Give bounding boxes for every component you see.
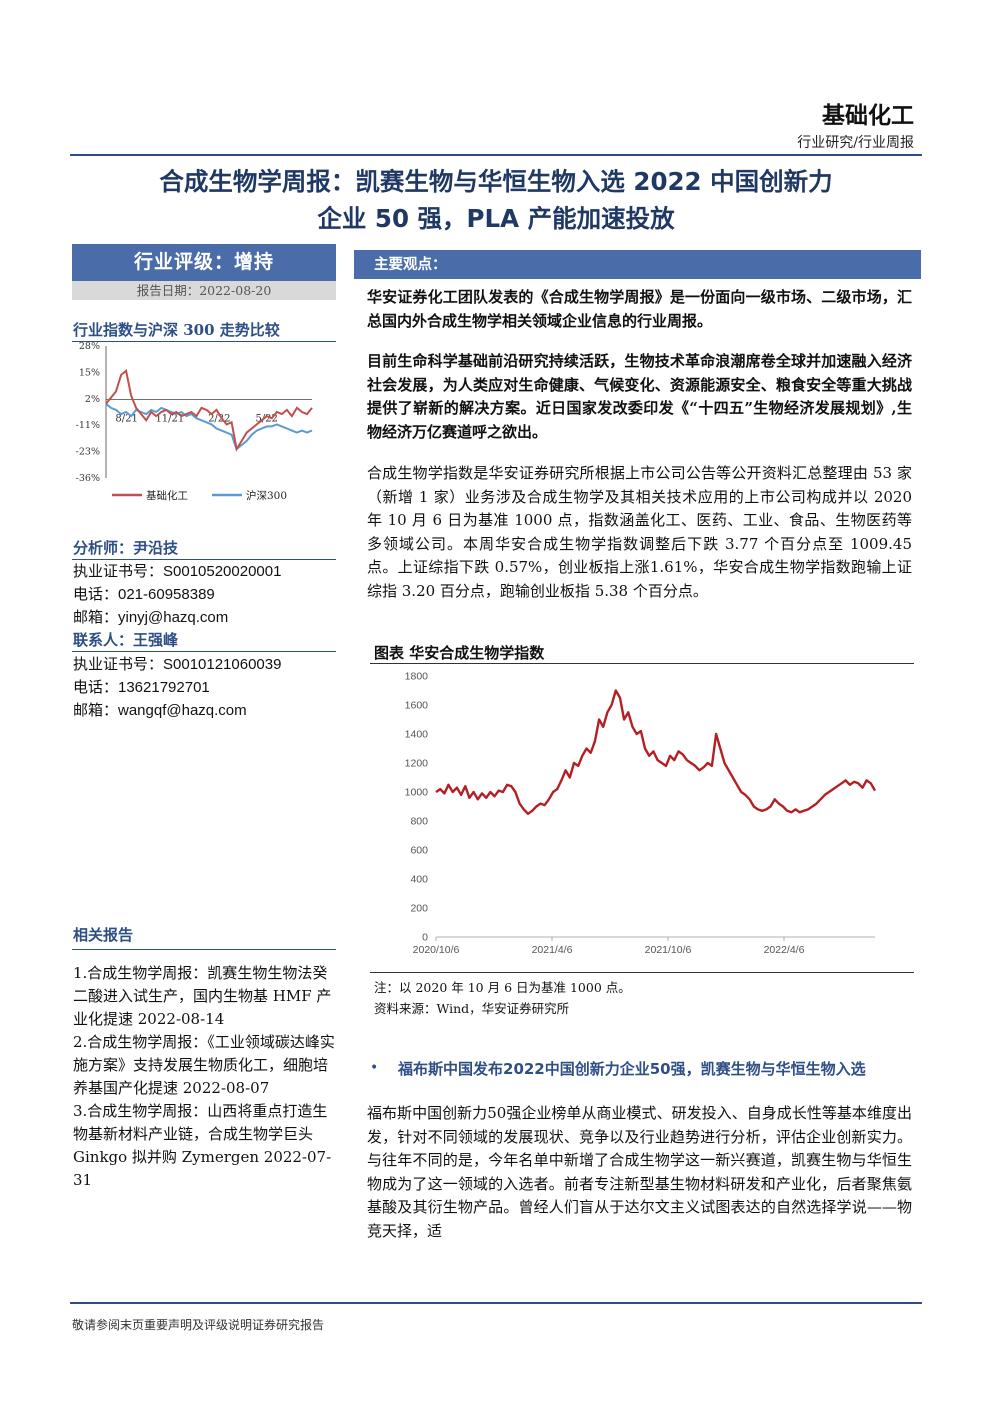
report-title: 合成生物学周报：凯赛生物与华恒生物入选 2022 中国创新力 企业 50 强，P… xyxy=(70,163,922,237)
bullet-icon: • xyxy=(370,1060,379,1076)
y-tick-label: 1600 xyxy=(405,700,429,712)
x-tick-label: 2020/10/6 xyxy=(413,944,460,956)
header-divider xyxy=(70,154,922,156)
contact-heading: 联系人：王强峰 xyxy=(73,631,179,649)
analyst-heading: 分析师：尹沿技 xyxy=(73,539,179,557)
index-summary-paragraph: 合成生物学指数是华安证券研究所根据上市公司公告等公开资料汇总整理由 53 家（新… xyxy=(367,464,912,600)
sidebar-divider xyxy=(72,341,336,342)
legend-label: 基础化工 xyxy=(146,489,188,502)
y-tick-label: 1800 xyxy=(405,671,429,683)
x-tick-label: 11/21 xyxy=(155,414,184,425)
related-report-item[interactable]: 1.合成生物学周报：凯赛生物生物法癸二酸进入试生产，国内生物基 HMF 产业化提… xyxy=(73,964,332,1028)
x-tick-label: 5/22 xyxy=(255,414,277,425)
y-tick-label: 200 xyxy=(410,903,428,915)
y-tick-label: 15% xyxy=(79,367,100,378)
index-line xyxy=(435,689,877,815)
index-comparison-heading: 行业指数与沪深 300 走势比较 xyxy=(73,321,280,339)
y-tick-label: 600 xyxy=(410,845,428,857)
sidebar-divider xyxy=(72,651,336,652)
sidebar-divider xyxy=(72,949,336,950)
y-tick-label: 28% xyxy=(79,341,100,352)
related-report-item[interactable]: 3.合成生物学周报：山西将重点打造生物基新材料产业链，合成生物学巨头 Ginkg… xyxy=(73,1102,332,1189)
y-tick-label: -23% xyxy=(76,447,100,458)
y-tick-label: 1000 xyxy=(405,787,429,799)
legend-label: 沪深300 xyxy=(246,489,287,502)
y-tick-label: 400 xyxy=(410,874,428,886)
report-title-line1: 合成生物学周报：凯赛生物与华恒生物入选 2022 中国创新力 xyxy=(159,167,833,196)
figure-title: 图表 华安合成生物学指数 xyxy=(374,644,545,662)
figure-source: 资料来源：Wind，华安证券研究所 xyxy=(374,1001,570,1016)
main-points-bar: 主要观点： xyxy=(354,250,921,279)
contact-phone: 电话：13621792701 xyxy=(73,679,210,696)
x-tick-label: 2/22 xyxy=(208,414,230,425)
industry-rating: 行业评级：增持 xyxy=(72,244,336,281)
intro-paragraph: 华安证券化工团队发表的《合成生物学周报》是一份面向一级市场、二级市场，汇总国内外… xyxy=(367,288,912,330)
figure-note: 注：以 2020 年 10 月 6 日为基准 1000 点。 xyxy=(374,980,631,995)
y-tick-label: 2% xyxy=(85,394,100,405)
figure-top-rule xyxy=(370,663,914,664)
index-comparison-chart: 28% 15% 2% -11% -23% -36% 8/21 11/21 2/22 5/22 基础化… xyxy=(76,341,313,502)
footer-disclaimer: 敬请参阅末页重要声明及评级说明证券研究报告 xyxy=(72,1318,325,1332)
analyst-phone: 电话：021-60958389 xyxy=(73,586,215,603)
analyst-cert: 执业证书号：S0010520020001 xyxy=(73,563,282,580)
y-tick-label: 1200 xyxy=(405,758,429,770)
related-reports-list: 1.合成生物学周报：凯赛生物生物法癸二酸进入试生产，国内生物基 HMF 产业化提… xyxy=(73,962,339,1192)
series-line-hs300 xyxy=(105,403,313,451)
analyst-contact: 执业证书号：S0010520020001 电话：021-60958389 邮箱：… xyxy=(73,560,339,629)
related-report-item[interactable]: 2.合成生物学周报：《工业领域碳达峰实施方案》支持发展生物质化工，细胞培养基国产… xyxy=(73,1033,335,1097)
y-tick-label: 800 xyxy=(410,816,428,828)
news-headline: 福布斯中国发布2022中国创新力企业50强，凯赛生物与华恒生物入选 xyxy=(398,1060,866,1078)
sector-name: 基础化工 xyxy=(822,102,914,129)
sidebar-divider xyxy=(72,559,336,560)
related-reports-heading: 相关报告 xyxy=(73,926,134,944)
x-tick-label: 8/21 xyxy=(115,414,137,425)
synbio-index-chart: 0 200 400 600 800 1000 1200 1400 1600 1800 2020/10… xyxy=(405,671,877,956)
y-tick-label: 0 xyxy=(422,932,428,944)
report-type: 行业研究/行业周报 xyxy=(797,135,914,151)
news-paragraph: 福布斯中国创新力50强企业榜单从商业模式、研发投入、自身成长性等基本维度出发，针… xyxy=(367,1104,912,1240)
y-tick-label: -36% xyxy=(76,473,100,484)
x-tick-label: 2021/4/6 xyxy=(532,944,573,956)
figure-bottom-rule xyxy=(370,972,914,973)
x-tick-label: 2021/10/6 xyxy=(645,944,692,956)
x-tick-label: 2022/4/6 xyxy=(764,944,805,956)
footer-divider xyxy=(70,1302,922,1304)
y-tick-label: 1400 xyxy=(405,729,429,741)
contact-email[interactable]: 邮箱：wangqf@hazq.com xyxy=(73,702,247,719)
main-points-label: 主要观点： xyxy=(374,256,447,273)
contact-cert: 执业证书号：S0010121060039 xyxy=(73,656,282,673)
analyst-email[interactable]: 邮箱：yinyj@hazq.com xyxy=(73,609,229,626)
contact-info: 执业证书号：S0010121060039 电话：13621792701 邮箱：w… xyxy=(73,653,339,722)
report-date: 报告日期：2022-08-20 xyxy=(72,281,336,300)
background-paragraph: 目前生命科学基础前沿研究持续活跃，生物技术革命浪潮席卷全球并加速融入经济社会发展… xyxy=(367,352,912,441)
y-tick-label: -11% xyxy=(76,420,100,431)
report-title-line2: 企业 50 强，PLA 产能加速投放 xyxy=(317,204,675,233)
series-line-industry xyxy=(105,368,313,452)
